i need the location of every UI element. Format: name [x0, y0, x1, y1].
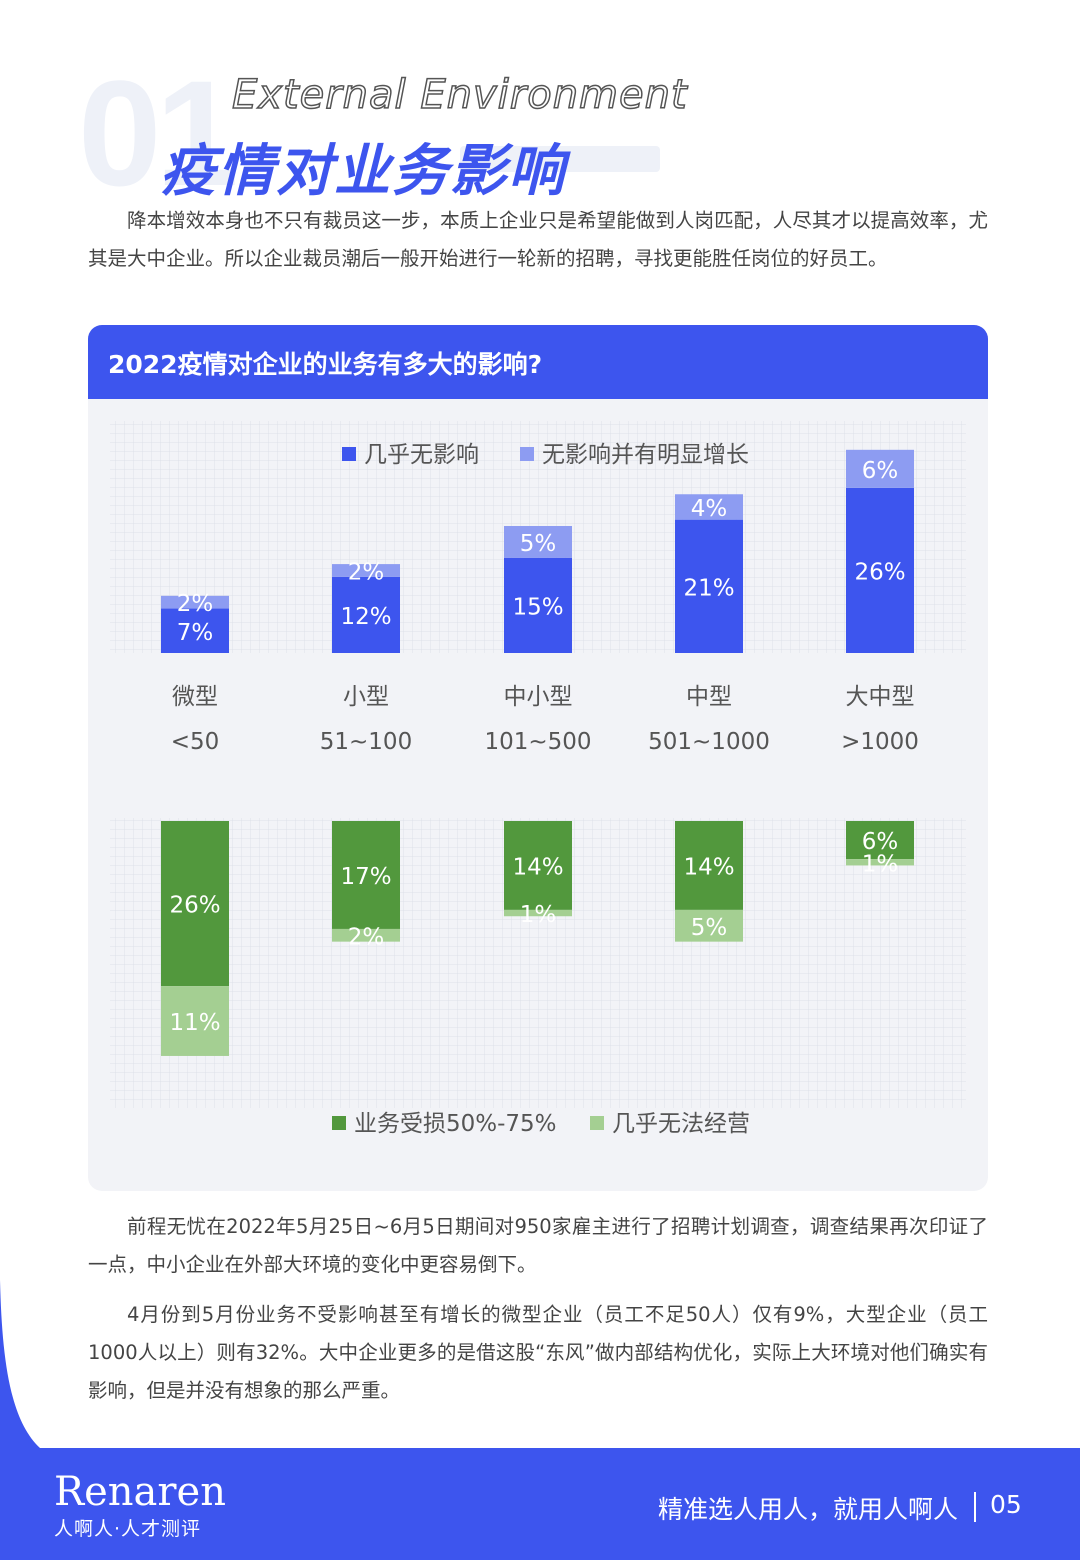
data-label-damaged-0: 26% — [169, 893, 220, 919]
bar-growth-0 — [161, 595, 229, 609]
bar-no-impact-2 — [504, 557, 572, 653]
legend-swatch-top-1 — [520, 447, 534, 461]
legend-label-bottom-1: 几乎无法经营 — [612, 1111, 750, 1137]
data-label-damaged-4: 6% — [862, 829, 899, 855]
bar-unable-4 — [846, 859, 914, 866]
category-label-0: 微型 — [172, 684, 218, 710]
analysis-paragraph: 4月份到5月份业务不受影响甚至有增长的微型企业（员工不足50人）仅有9%，大型企… — [88, 1303, 988, 1402]
bar-growth-4 — [846, 449, 914, 488]
data-label-no-impact-3: 21% — [683, 575, 734, 601]
section-number: 01 — [78, 49, 239, 217]
title-decoration — [460, 146, 660, 172]
bar-growth-2 — [504, 526, 572, 558]
legend-label-top-1: 无影响并有明显增长 — [542, 442, 749, 468]
chart-card: 2022疫情对企业的业务有多大的影响? 7% 2% 12% 2% 15% 5% 21% 4% 2… — [88, 325, 988, 1191]
data-label-unable-4: 1% — [862, 851, 899, 877]
category-label-4: 大中型 — [846, 684, 915, 710]
bar-growth-1 — [332, 564, 400, 577]
legend-swatch-bottom-0 — [332, 1116, 346, 1130]
data-label-unable-2: 1% — [520, 902, 557, 928]
bar-unable-3 — [675, 909, 743, 942]
legend-swatch-bottom-1 — [590, 1116, 604, 1130]
title-english: External Environment — [231, 71, 688, 119]
intro-paragraph: 降本增效本身也不只有裁员这一步，本质上企业只是希望能做到人岗匹配，人尽其才以提高… — [88, 209, 988, 270]
category-label-3: 中型 — [686, 684, 732, 710]
data-label-growth-1: 2% — [348, 559, 385, 585]
data-label-unable-0: 11% — [169, 1010, 220, 1036]
data-label-no-impact-2: 15% — [512, 594, 563, 620]
category-range-label-4: >1000 — [841, 729, 919, 755]
bar-no-impact-3 — [675, 519, 743, 653]
footer-separator — [974, 1492, 976, 1522]
bar-damaged-2 — [504, 821, 572, 910]
bar-unable-2 — [504, 909, 572, 917]
data-label-growth-0: 2% — [177, 591, 214, 617]
brand-logo-subtitle: 人啊人·人才测评 — [54, 1518, 202, 1540]
page-number: 05 — [990, 1490, 1022, 1519]
chart-card-header: 2022疫情对企业的业务有多大的影响? — [88, 325, 988, 399]
data-label-unable-3: 5% — [691, 915, 728, 941]
chart-card-title: 2022疫情对企业的业务有多大的影响? — [108, 350, 543, 379]
category-label-1: 小型 — [343, 684, 389, 710]
page-title: 疫情对业务影响 — [160, 139, 566, 204]
data-label-unable-1: 2% — [348, 924, 385, 950]
data-label-growth-3: 4% — [691, 496, 728, 522]
data-label-growth-4: 6% — [862, 458, 899, 484]
category-label-2: 中小型 — [504, 684, 573, 710]
legend-label-top-0: 几乎无影响 — [364, 442, 479, 468]
category-range-label-0: <50 — [171, 729, 220, 755]
data-label-no-impact-4: 26% — [854, 559, 905, 585]
survey-paragraph: 前程无忧在2022年5月25日~6月5日期间对950家雇主进行了招聘计划调查，调… — [88, 1215, 988, 1276]
bar-unable-1 — [332, 928, 400, 942]
category-range-label-2: 101~500 — [484, 729, 591, 755]
data-label-growth-2: 5% — [520, 531, 557, 557]
bar-damaged-1 — [332, 821, 400, 929]
bar-no-impact-1 — [332, 576, 400, 653]
legend-label-bottom-0: 业务受损50%-75% — [354, 1111, 557, 1137]
bar-unable-0 — [161, 986, 229, 1056]
data-label-damaged-2: 14% — [512, 854, 563, 880]
data-label-damaged-3: 14% — [683, 854, 734, 880]
bar-damaged-3 — [675, 821, 743, 910]
footer-curve — [0, 1280, 40, 1448]
data-label-no-impact-0: 7% — [177, 620, 214, 646]
data-label-damaged-1: 17% — [340, 864, 391, 890]
bar-damaged-0 — [161, 821, 229, 987]
bar-damaged-4 — [846, 821, 914, 860]
impact-chart: 7% 2% 12% 2% 15% 5% 21% 4% 26% 6% 几乎无影响 无影响并有明显增长微型… — [110, 421, 966, 1137]
footer-bar — [0, 1448, 1080, 1560]
brand-logo: Renaren — [54, 1469, 226, 1515]
bar-growth-3 — [675, 494, 743, 520]
bar-no-impact-4 — [846, 487, 914, 653]
category-range-label-1: 51~100 — [320, 729, 412, 755]
category-range-label-3: 501~1000 — [648, 729, 770, 755]
data-label-no-impact-1: 12% — [340, 604, 391, 630]
legend-swatch-top-0 — [342, 447, 356, 461]
footer-slogan: 精准选人用人，就用人啊人 — [658, 1495, 959, 1524]
bar-no-impact-0 — [161, 608, 229, 653]
